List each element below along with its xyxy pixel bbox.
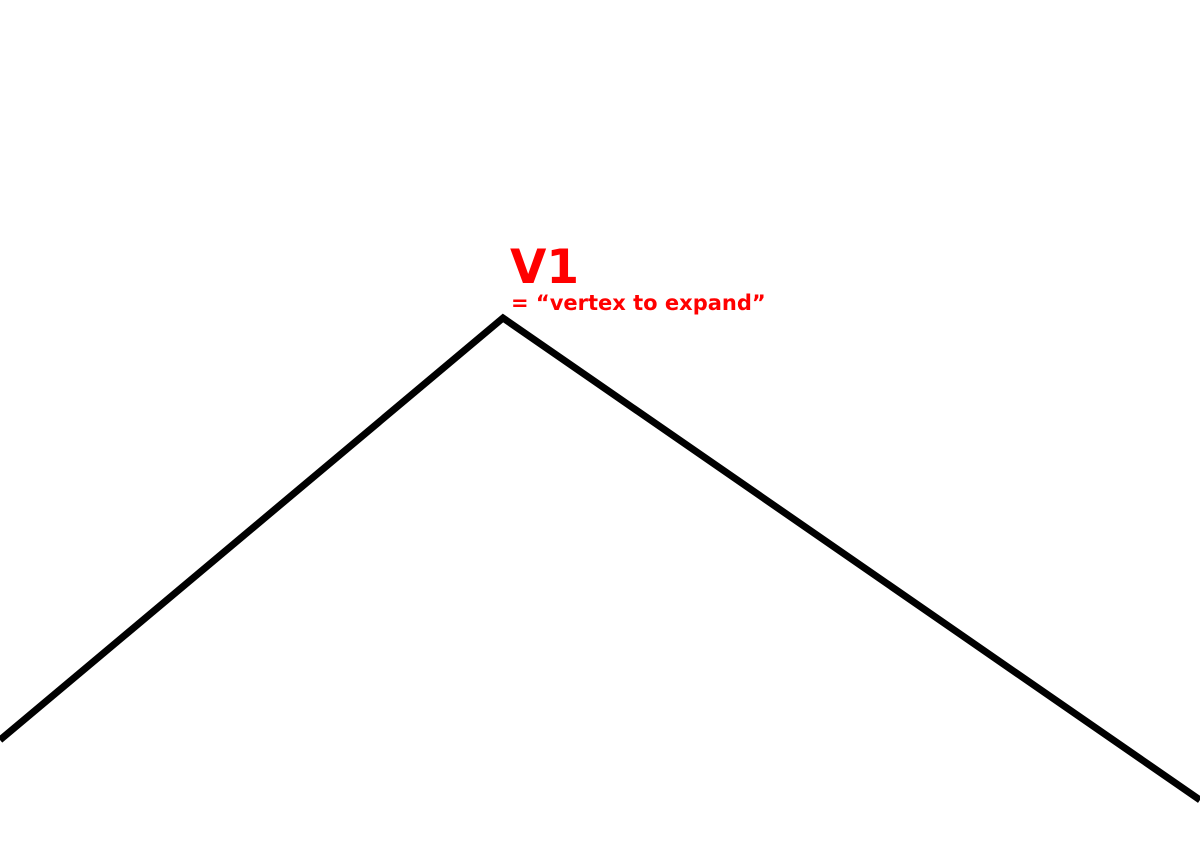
vertex-edges [0, 313, 1200, 803]
vertex-label: V1 [510, 240, 580, 295]
vertex-caption: = “vertex to expand” [511, 291, 766, 315]
